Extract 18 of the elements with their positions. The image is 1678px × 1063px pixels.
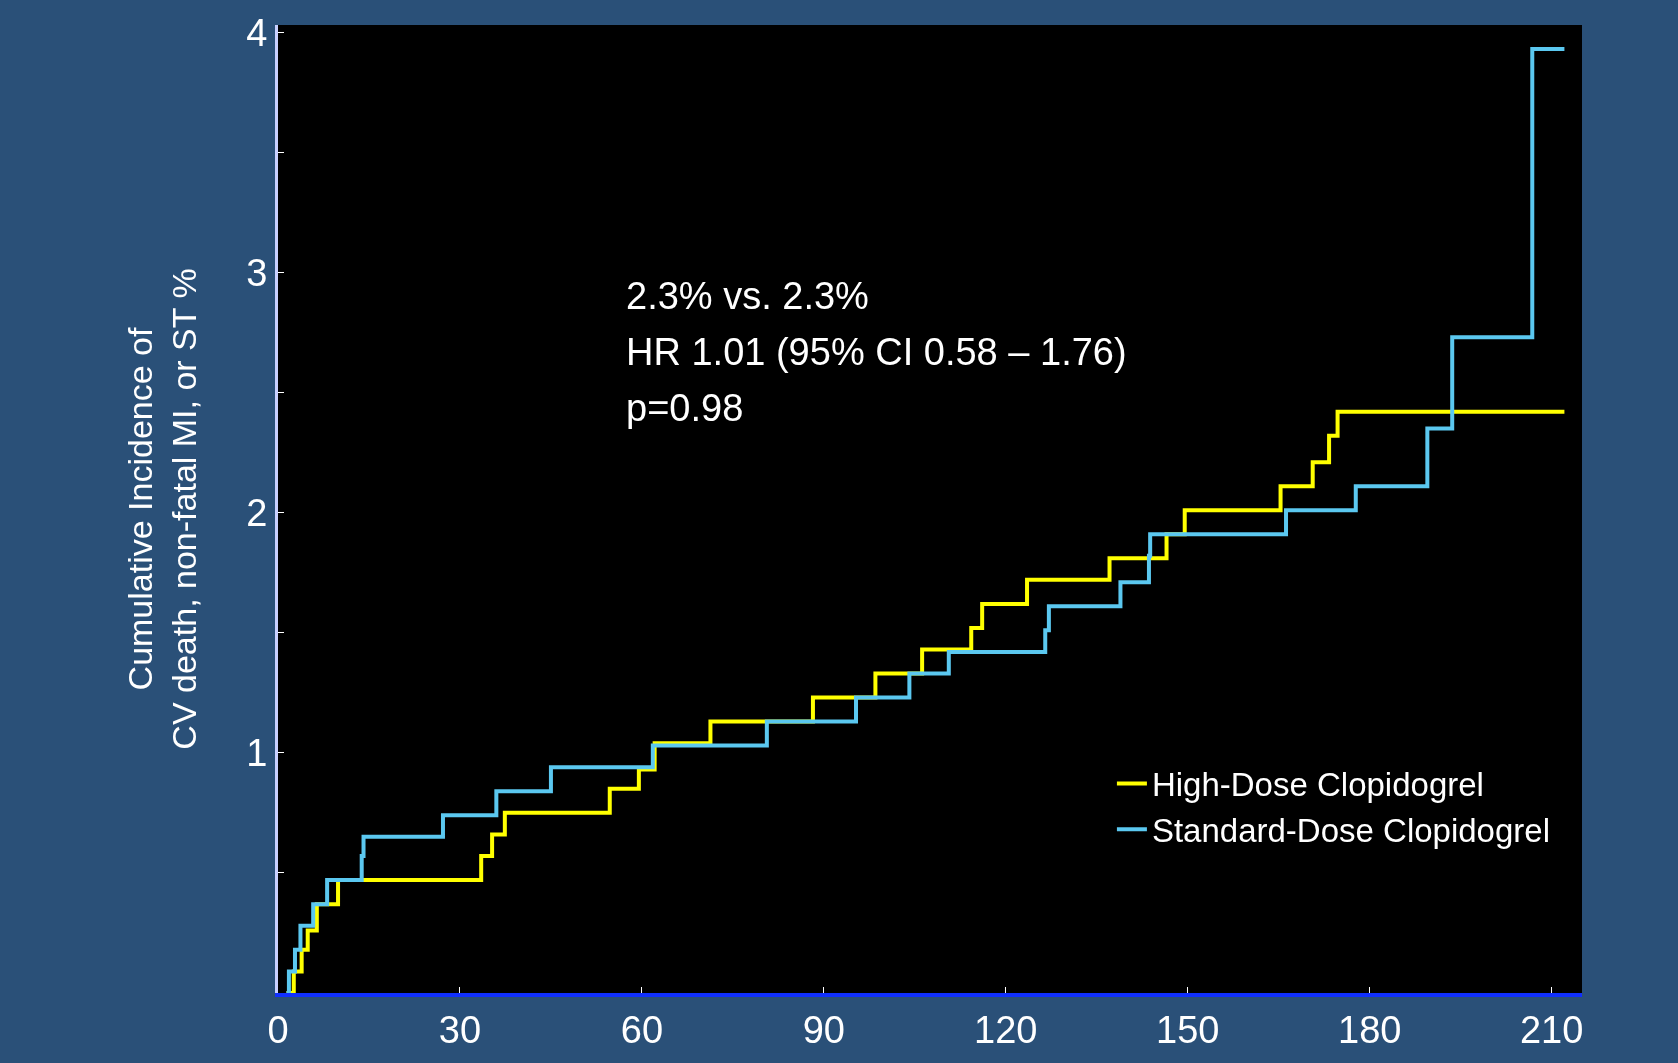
annotation: 2.3% vs. 2.3% — [626, 275, 869, 317]
x-tick-label: 60 — [620, 1008, 664, 1051]
x-tick-label: 210 — [1519, 1008, 1584, 1051]
y-tick-label: 3 — [246, 251, 268, 294]
annotation: HR 1.01 (95% CI 0.58 – 1.76) — [626, 331, 1127, 373]
x-tick-label: 0 — [267, 1008, 289, 1051]
y-tick-label: 4 — [246, 11, 268, 54]
y-tick-label: 2 — [246, 491, 268, 534]
legend-label: High-Dose Clopidogrel — [1151, 766, 1484, 804]
y-axis-title: Cumulative Incidence of CV death, non-fatal MI, or ST % — [120, 268, 203, 750]
x-tick-label: 120 — [974, 1008, 1038, 1051]
annotation: p=0.98 — [626, 387, 744, 429]
x-tick-label: 90 — [802, 1008, 845, 1051]
x-tick-label: 180 — [1338, 1008, 1402, 1051]
y-tick-label: 1 — [246, 732, 268, 775]
x-tick-label: 30 — [438, 1008, 482, 1051]
legend-label: Standard-Dose Clopidogrel — [1151, 812, 1550, 850]
x-tick-label: 150 — [1156, 1008, 1220, 1051]
